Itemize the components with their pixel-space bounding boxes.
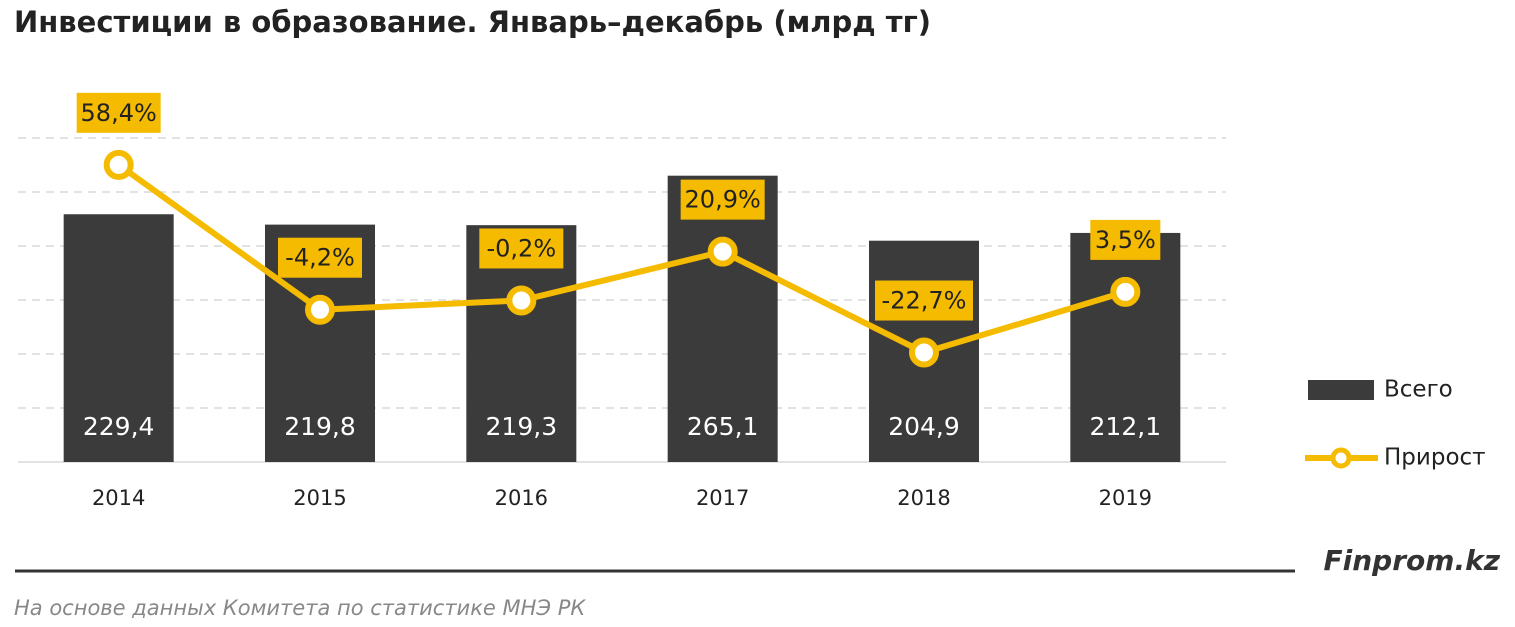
x-tick-label: 2017 xyxy=(696,486,749,510)
value-label-box xyxy=(680,179,765,220)
bar xyxy=(63,214,174,462)
line-value-label: -22,7% xyxy=(882,287,967,315)
line-point xyxy=(1110,276,1141,307)
bar-value-label: 219,8 xyxy=(284,412,356,441)
x-tick-label: 2014 xyxy=(92,486,145,510)
bar-value-label: 204,9 xyxy=(888,412,960,441)
line-value-label: 3,5% xyxy=(1095,226,1156,254)
line-point xyxy=(909,337,939,368)
line-point xyxy=(103,149,134,180)
legend-swatch xyxy=(1308,380,1374,400)
bar-value-label: 265,1 xyxy=(687,412,759,441)
line-value-label: 58,4% xyxy=(81,99,157,127)
chart-title: Инвестиции в образование. Январь–декабрь… xyxy=(14,5,931,39)
value-label-box xyxy=(875,280,973,321)
line-value-label: 20,9% xyxy=(685,186,761,214)
value-label-box xyxy=(1090,219,1161,260)
value-label-box xyxy=(479,228,564,269)
brand: Finprom.kz xyxy=(1324,544,1501,577)
x-tick-label: 2016 xyxy=(495,486,548,510)
line-point xyxy=(506,285,537,316)
bar-value-label: 219,3 xyxy=(486,412,558,441)
line xyxy=(116,162,1127,356)
value-label-box xyxy=(76,92,161,133)
line-point xyxy=(305,294,335,325)
bar xyxy=(1070,232,1181,462)
x-tick-label: 2018 xyxy=(897,486,950,510)
bar-value-label: 229,4 xyxy=(83,412,155,441)
bar-value-label: 212,1 xyxy=(1090,412,1162,441)
x-tick-label: 2019 xyxy=(1099,486,1152,510)
bar xyxy=(667,175,778,462)
line-value-label: -0,2% xyxy=(487,234,557,262)
legend-swatch xyxy=(1330,447,1352,469)
line-value-label: -4,2% xyxy=(285,244,355,272)
value-label-box xyxy=(278,237,362,278)
x-tick-label: 2015 xyxy=(293,486,346,510)
source-note: На основе данных Комитета по статистике … xyxy=(14,596,586,620)
legend-label: Всего xyxy=(1384,377,1453,403)
legend-label: Прирост xyxy=(1384,445,1486,471)
line-point xyxy=(707,236,738,267)
